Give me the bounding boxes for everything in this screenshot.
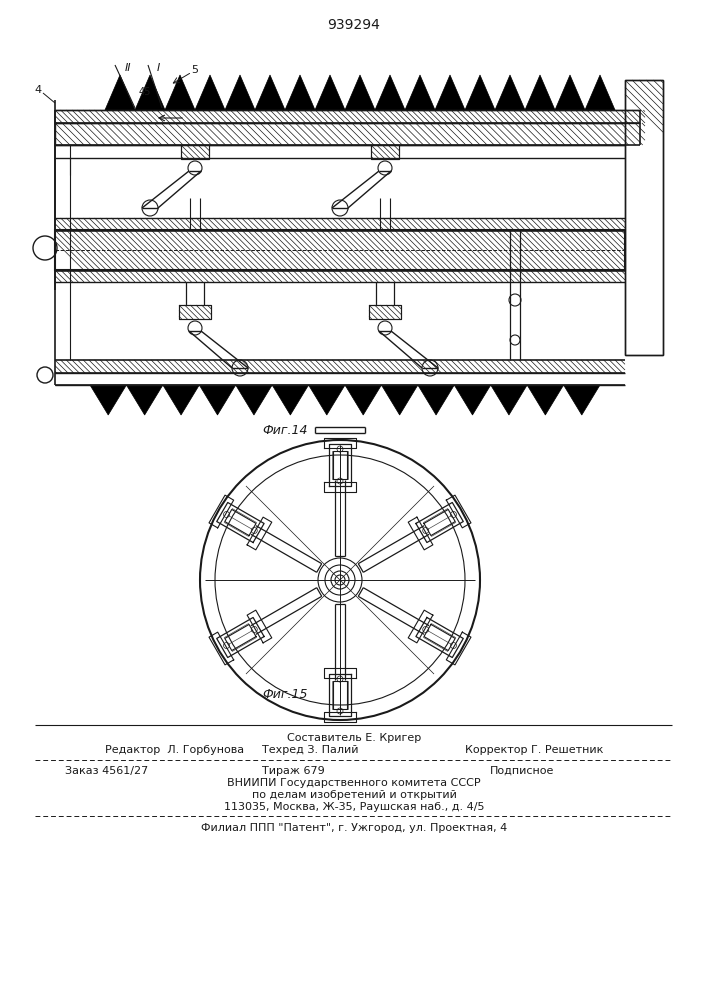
Text: 939294: 939294 (327, 18, 380, 32)
Polygon shape (195, 75, 225, 110)
Text: Техред З. Палий: Техред З. Палий (262, 745, 358, 755)
Text: Фиг.14: Фиг.14 (262, 424, 308, 436)
Polygon shape (418, 385, 455, 415)
Polygon shape (527, 385, 563, 415)
Polygon shape (272, 385, 308, 415)
Text: Заказ 4561/27: Заказ 4561/27 (65, 766, 148, 776)
Bar (55, 123, 645, 145)
Polygon shape (563, 385, 600, 415)
Polygon shape (163, 385, 199, 415)
Text: Филиал ППП "Патент", г. Ужгород, ул. Проектная, 4: Филиал ППП "Патент", г. Ужгород, ул. Про… (201, 823, 507, 833)
Bar (625, 80, 663, 355)
Polygon shape (315, 75, 345, 110)
Polygon shape (375, 75, 405, 110)
Bar (371, 145, 399, 159)
Text: 4: 4 (35, 85, 42, 95)
Bar (55, 123, 645, 145)
Polygon shape (382, 385, 418, 415)
Polygon shape (491, 385, 527, 415)
Text: Редактор  Л. Горбунова: Редактор Л. Горбунова (105, 745, 244, 755)
Polygon shape (135, 75, 165, 110)
Polygon shape (105, 75, 135, 110)
Polygon shape (225, 75, 255, 110)
Polygon shape (199, 385, 235, 415)
Bar (55, 230, 625, 270)
Polygon shape (465, 75, 495, 110)
Polygon shape (285, 75, 315, 110)
Bar (55, 230, 625, 270)
Text: Корректор Г. Решетник: Корректор Г. Решетник (465, 745, 603, 755)
Text: 45: 45 (139, 87, 151, 97)
Bar (179, 305, 211, 319)
Polygon shape (435, 75, 465, 110)
Polygon shape (90, 385, 127, 415)
Bar (55, 218, 625, 230)
Bar (55, 110, 645, 123)
Text: Фиг.15: Фиг.15 (262, 688, 308, 702)
Polygon shape (525, 75, 555, 110)
Bar (371, 145, 399, 159)
Text: II: II (124, 63, 132, 73)
Text: ВНИИПИ Государственного комитета СССР: ВНИИПИ Государственного комитета СССР (227, 778, 481, 788)
Text: 5: 5 (192, 65, 199, 75)
Polygon shape (235, 385, 272, 415)
Polygon shape (455, 385, 491, 415)
Text: 113035, Москва, Ж-35, Раушская наб., д. 4/5: 113035, Москва, Ж-35, Раушская наб., д. … (223, 802, 484, 812)
Polygon shape (127, 385, 163, 415)
Bar (181, 145, 209, 159)
Text: Составитель Е. Кригер: Составитель Е. Кригер (287, 733, 421, 743)
Bar (55, 270, 625, 282)
Polygon shape (345, 385, 382, 415)
Bar (369, 305, 401, 319)
Bar (179, 305, 211, 319)
Bar (55, 360, 625, 373)
Text: по делам изобретений и открытий: по делам изобретений и открытий (252, 790, 457, 800)
Text: Тираж 679: Тираж 679 (262, 766, 325, 776)
Polygon shape (585, 75, 615, 110)
Polygon shape (555, 75, 585, 110)
Text: I: I (156, 63, 160, 73)
Polygon shape (308, 385, 345, 415)
Polygon shape (255, 75, 285, 110)
Bar (369, 305, 401, 319)
Bar (625, 80, 663, 355)
Polygon shape (345, 75, 375, 110)
Text: Подписное: Подписное (490, 766, 554, 776)
Polygon shape (165, 75, 195, 110)
Bar (181, 145, 209, 159)
Polygon shape (405, 75, 435, 110)
Polygon shape (495, 75, 525, 110)
